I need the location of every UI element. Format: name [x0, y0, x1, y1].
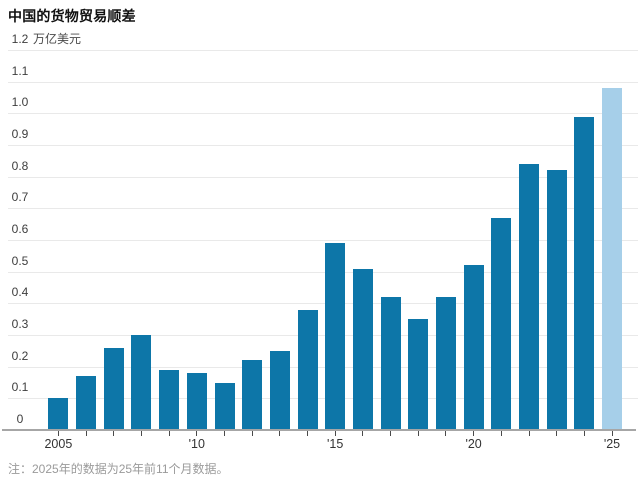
x-axis-tick [224, 431, 225, 436]
y-axis-unit-label: 万亿美元 [33, 32, 82, 46]
bar-2024 [574, 116, 595, 429]
bar-2022 [519, 164, 539, 429]
bar-2009 [159, 369, 180, 429]
x-axis-tick [556, 431, 558, 436]
y-axis-tick-label: 0.8 [11, 158, 29, 173]
bar-2008 [131, 335, 152, 429]
y-axis-tick-label: 0.1 [11, 380, 29, 395]
gridline [8, 398, 638, 400]
x-axis-tick [362, 431, 364, 436]
x-axis-tick [417, 431, 419, 436]
gridline [8, 145, 638, 146]
x-axis-label: '15 [327, 437, 344, 451]
y-axis-tick-label: 0.9 [11, 127, 29, 141]
x-axis-tick [583, 431, 585, 436]
gridline [8, 303, 638, 305]
gridline [8, 50, 638, 51]
gridline [8, 240, 638, 241]
x-axis-label: '25 [603, 437, 621, 451]
gridline [8, 176, 638, 178]
x-axis-tick [85, 431, 87, 436]
y-axis-tick-label: 0.5 [11, 253, 29, 268]
y-axis-tick-label: 0.7 [11, 190, 29, 205]
x-axis-label: 2005 [44, 437, 73, 451]
y-axis-tick-label: 1.1 [11, 63, 29, 78]
x-axis-label: '20 [465, 437, 482, 451]
bar-2010 [186, 373, 207, 429]
x-axis-label: '10 [188, 437, 205, 451]
gridline [8, 271, 638, 273]
x-axis-tick [307, 431, 308, 436]
y-axis-tick-label: 0 [16, 412, 24, 426]
bar-2015 [325, 243, 346, 429]
bar-2019 [435, 297, 456, 429]
x-axis-tick [113, 431, 115, 436]
x-axis-tick [140, 431, 142, 436]
bar-2016 [352, 268, 373, 429]
x-axis-tick [168, 431, 170, 436]
y-axis-tick-label: 0.2 [11, 348, 29, 363]
footnote: 注：2025年的数据为25年前11个月数据。 [8, 462, 229, 476]
y-axis-tick-label: 1.0 [11, 95, 29, 110]
bar-2005 [48, 398, 69, 429]
bar-2011 [214, 382, 235, 429]
bar-2006 [76, 376, 97, 429]
x-axis-line [2, 429, 636, 431]
y-axis-tick-label: 1.2 [11, 32, 29, 46]
x-axis-tick [611, 431, 613, 436]
x-axis-tick [445, 431, 447, 436]
x-axis-tick [500, 431, 502, 436]
bar-2023 [546, 170, 567, 429]
bar-2020 [463, 265, 484, 429]
bar-2007 [103, 347, 124, 429]
x-axis-tick [57, 431, 59, 436]
x-axis-tick [390, 431, 392, 436]
bar-2017 [380, 297, 401, 429]
bar-2014 [297, 309, 318, 429]
bar-2021 [491, 217, 512, 429]
gridline [8, 335, 638, 336]
gridline [8, 366, 638, 368]
chart-title: 中国的货物贸易顺差 [8, 8, 136, 24]
gridline [8, 208, 638, 210]
x-axis-tick [528, 431, 530, 436]
gridline [8, 81, 638, 83]
y-axis-tick-label: 0.4 [11, 285, 29, 300]
bar-2025 [602, 88, 622, 429]
y-axis-tick-label: 0.6 [11, 222, 29, 236]
x-axis-tick [473, 431, 475, 436]
y-axis-tick-label: 0.3 [11, 317, 29, 331]
bar-2018 [408, 319, 429, 429]
bar-2012 [242, 360, 263, 429]
gridline [8, 113, 638, 115]
x-axis-tick [251, 431, 253, 436]
x-axis-tick [334, 431, 336, 436]
x-axis-tick [279, 431, 281, 436]
x-axis-tick [196, 431, 198, 436]
bar-2013 [269, 350, 290, 429]
